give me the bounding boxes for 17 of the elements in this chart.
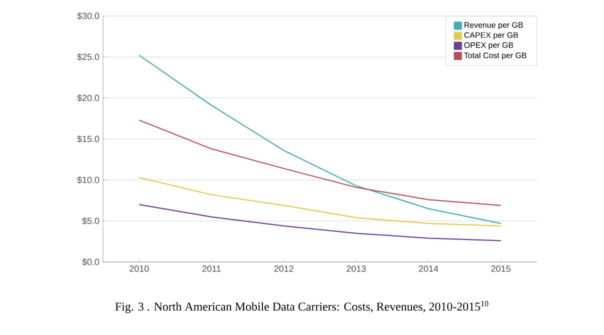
x-tick-label: 2013 <box>346 266 366 272</box>
line-series <box>138 204 502 242</box>
line-series <box>138 120 502 206</box>
x-tick-label: 2015 <box>491 266 510 272</box>
y-tick-label: $20.0 <box>77 94 100 102</box>
line-series <box>138 176 502 226</box>
x-tick-label: 2011 <box>202 266 221 272</box>
y-tick-label: $30.0 <box>77 12 100 20</box>
x-tick-label: 2010 <box>130 266 149 272</box>
y-tick-label: $25.0 <box>77 53 100 61</box>
y-tick-label: $10.0 <box>77 176 100 184</box>
text: Fig. 3 . North American Mobile Data Carriers: Costs, Revenues, 2010-2015$^{10}$ <box>115 300 488 314</box>
x-tick-label: 2012 <box>274 266 294 272</box>
y-tick-label: $5.0 <box>82 217 100 225</box>
y-tick-label: $0.0 <box>82 258 100 266</box>
y-tick-label: $15.0 <box>77 135 100 143</box>
x-tick-label: 2014 <box>418 266 438 272</box>
